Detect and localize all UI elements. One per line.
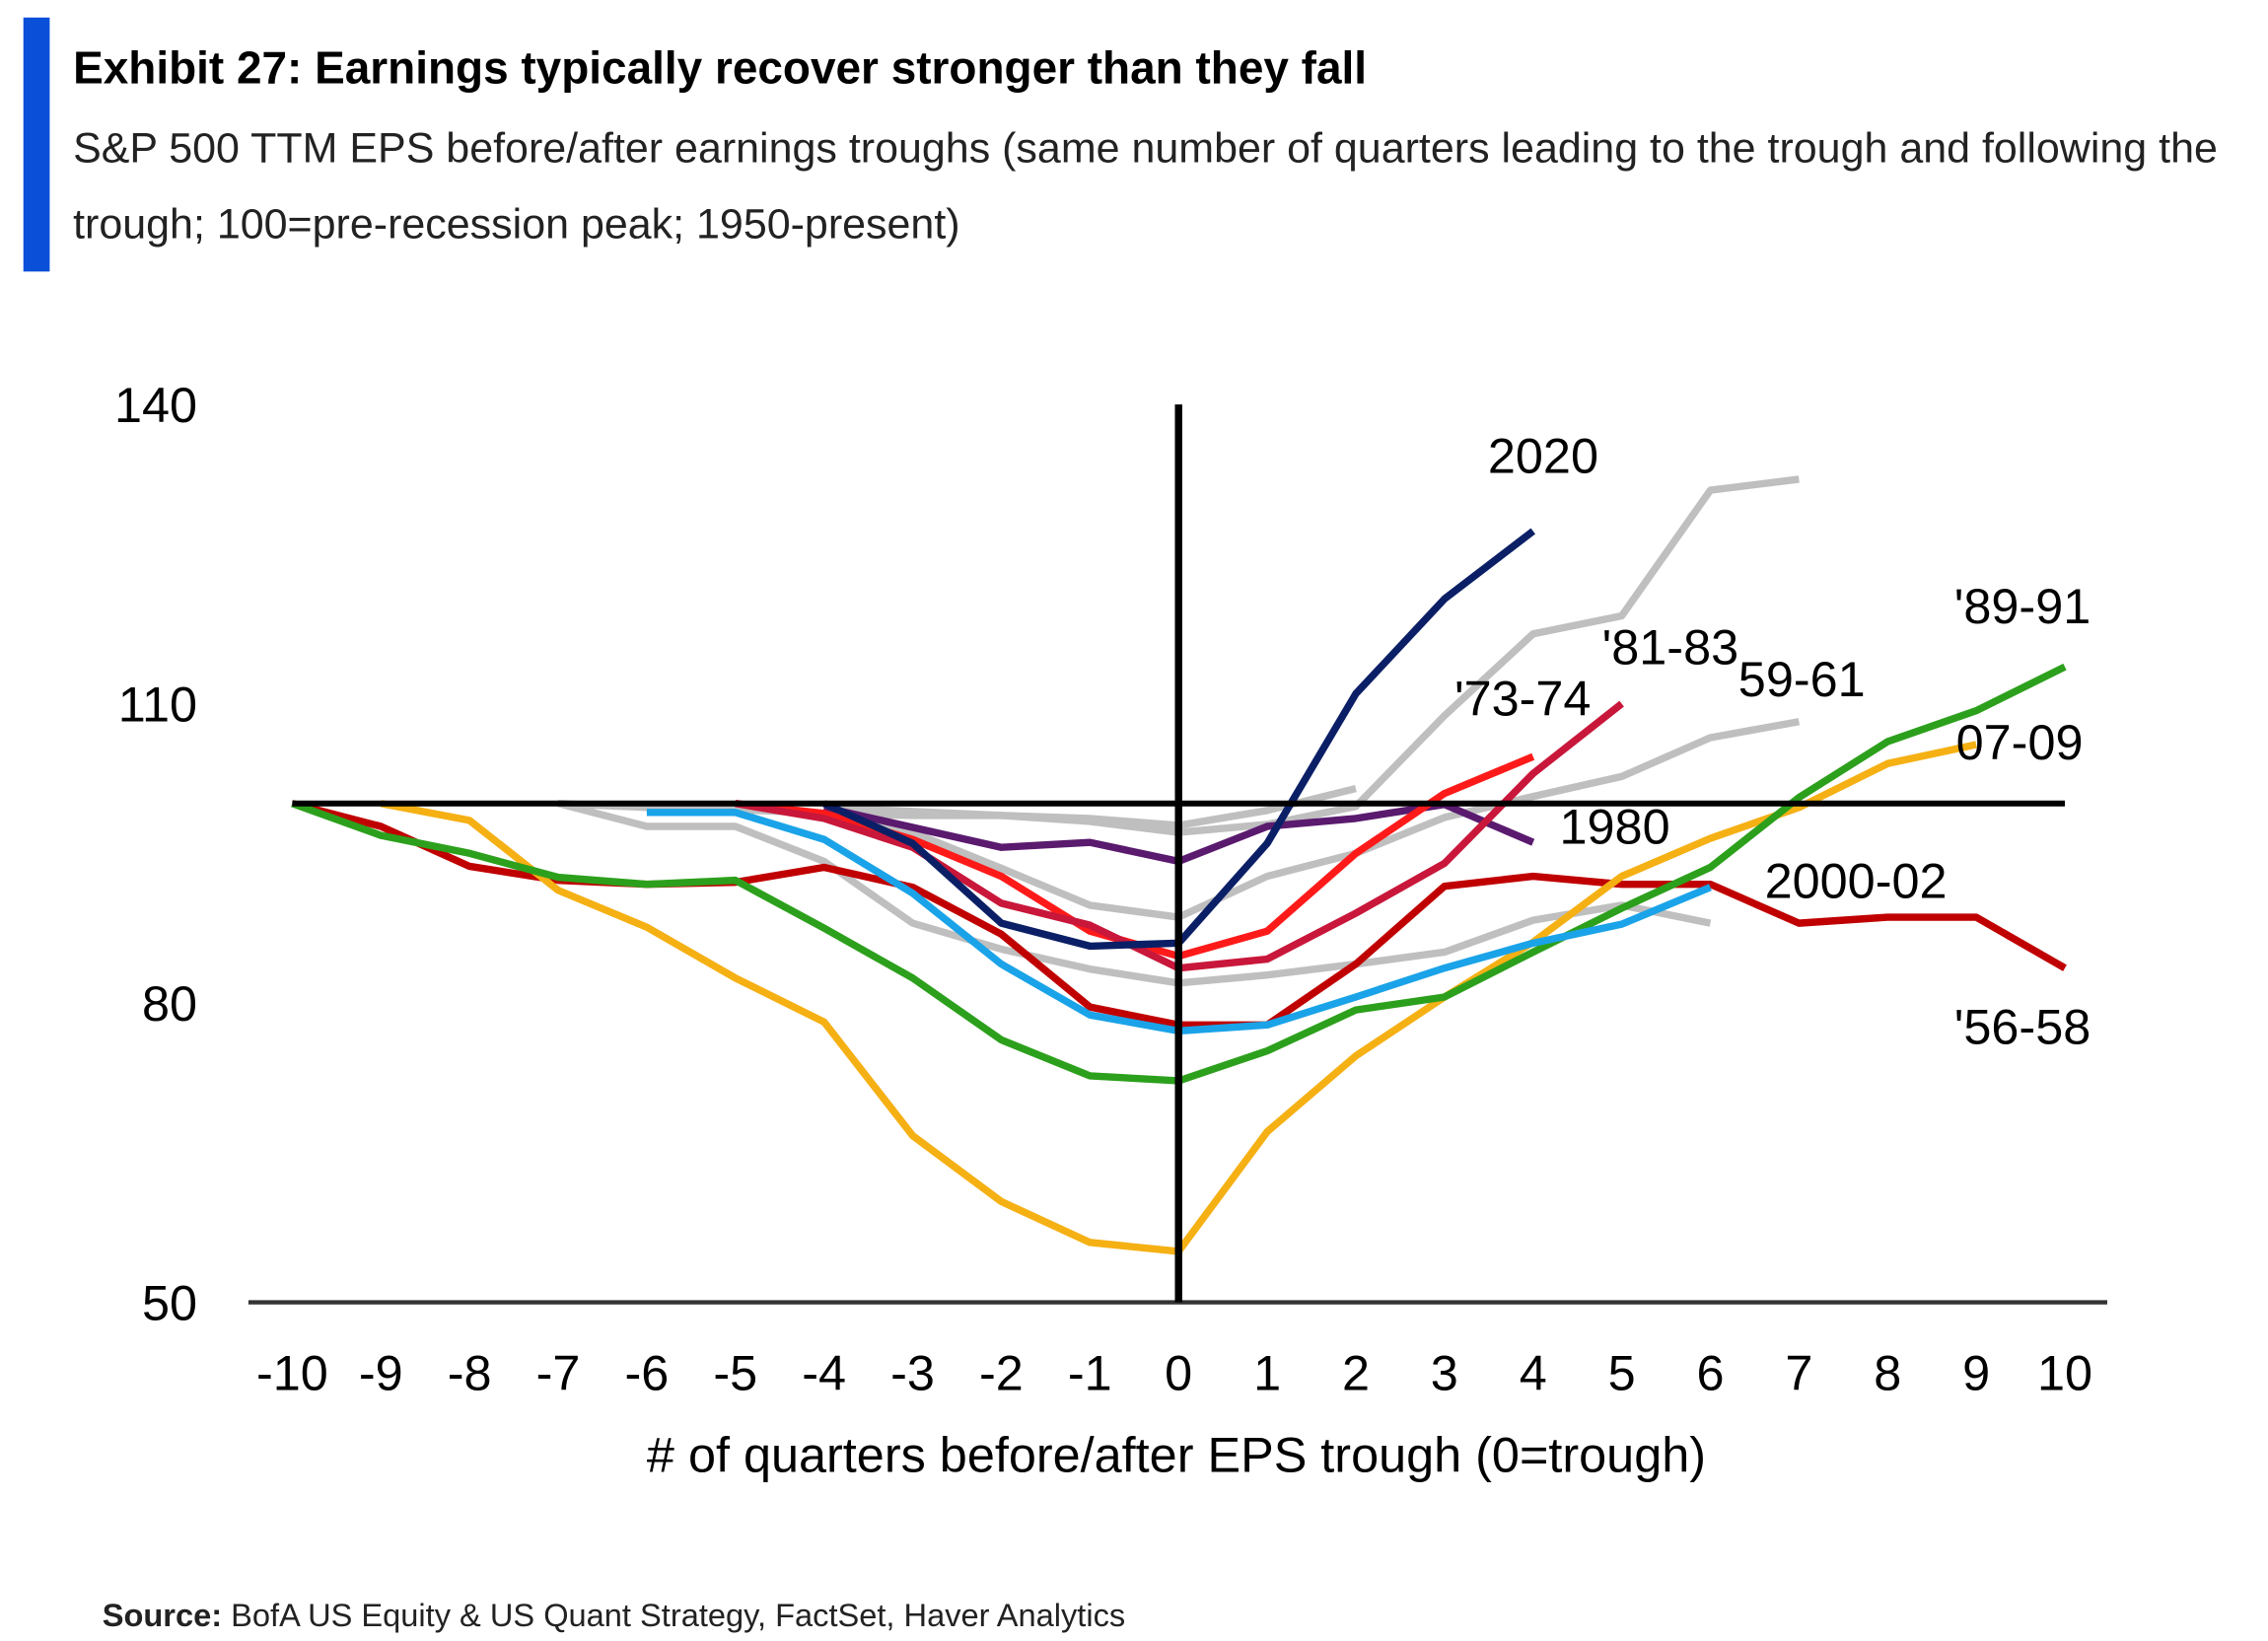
series-label: 2020 [1488,428,1598,484]
chart-subtitle: S&P 500 TTM EPS before/after earnings tr… [73,125,2218,249]
series-line [823,784,1357,829]
y-tick-label: 80 [142,975,197,1032]
x-tick-label: -8 [448,1344,492,1400]
x-tick-label: 2 [1342,1344,1370,1400]
x-tick-label: -2 [979,1344,1024,1400]
x-tick-label: 1 [1253,1344,1281,1400]
accent-bar [23,17,50,272]
series-label: 59-61 [1738,651,1866,707]
x-axis-label: # of quarters before/after EPS trough (0… [647,1426,1706,1482]
x-tick-label: -7 [536,1344,581,1400]
series-label: 07-09 [1956,714,2084,770]
x-tick-label: 9 [1962,1344,1990,1400]
x-tick-label: -9 [359,1344,403,1400]
x-tick-label: 0 [1165,1344,1192,1400]
x-tick-label: 5 [1608,1344,1636,1400]
source-text: BofA US Equity & US Quant Strategy, Fact… [231,1598,1125,1633]
x-tick-label: -5 [713,1344,757,1400]
chart-title: Exhibit 27: Earnings typically recover s… [73,41,1367,93]
x-tick-label: -1 [1068,1344,1112,1400]
y-tick-label: 50 [142,1274,197,1330]
subtitle-box: S&P 500 TTM EPS before/after earnings tr… [73,125,2218,249]
x-tick-label: -6 [625,1344,670,1400]
series-label: 2000-02 [1765,852,1948,908]
series-label: '81-83 [1602,619,1738,676]
x-tick-label: 4 [1520,1344,1547,1400]
series-label: '73-74 [1454,670,1591,726]
x-tick-label: -10 [256,1344,328,1400]
x-tick-label: -4 [802,1344,846,1400]
x-tick-label: 10 [2037,1344,2092,1400]
x-tick-label: 3 [1431,1344,1458,1400]
x-tick-label: -3 [890,1344,935,1400]
y-tick-label: 140 [114,377,197,433]
x-tick-label: 6 [1696,1344,1724,1400]
y-tick-label: 110 [118,676,197,732]
x-tick-label: 8 [1874,1344,1901,1400]
series-line [557,800,1712,987]
x-tick-label: 7 [1785,1344,1812,1400]
series-label: '56-58 [1954,999,2091,1055]
source: Source: BofA US Equity & US Quant Strate… [103,1598,1125,1633]
series-line [822,718,1801,921]
source-label: Source: [103,1598,222,1633]
series-label: 1980 [1560,799,1670,855]
series-label: '89-91 [1954,578,2091,634]
